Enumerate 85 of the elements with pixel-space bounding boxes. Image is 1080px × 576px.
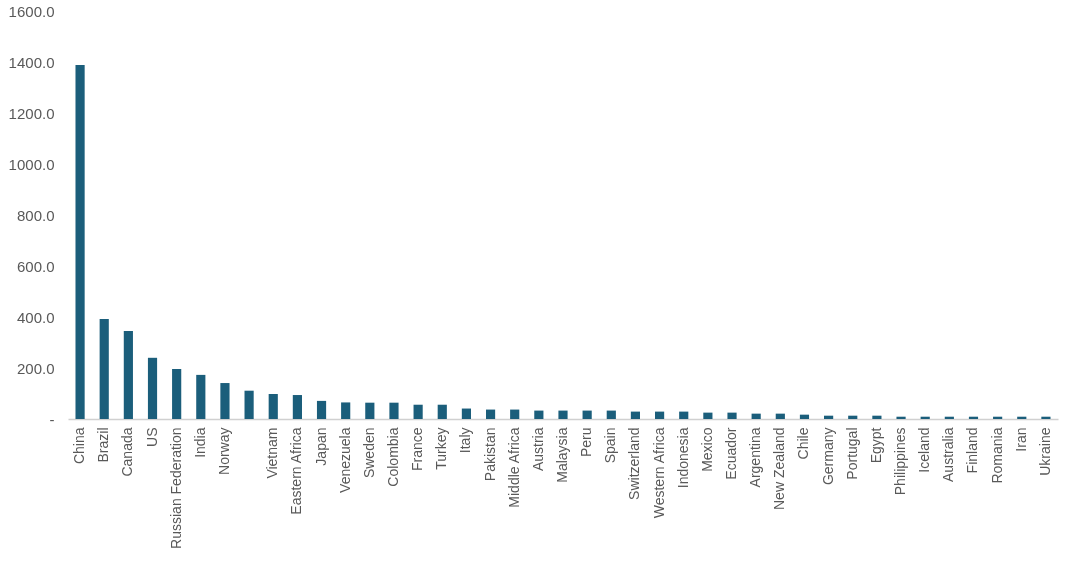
bar	[534, 410, 544, 419]
y-tick-label: 200.0	[16, 359, 55, 377]
bar	[220, 383, 230, 419]
bar	[461, 408, 471, 419]
x-tick-label: Argentina	[747, 427, 764, 488]
bar	[268, 394, 278, 419]
x-tick-label: Malaysia	[554, 427, 570, 483]
x-tick-label: Pakistan	[481, 427, 498, 482]
bar	[316, 400, 327, 419]
bar	[775, 413, 785, 419]
bar	[123, 331, 133, 419]
bar	[437, 404, 447, 419]
bar	[896, 416, 906, 419]
bar	[679, 411, 689, 419]
x-tick-label: Indonesia	[674, 427, 691, 489]
y-tick-label: 600.0	[16, 257, 55, 275]
y-tick-label: 1000.0	[8, 155, 55, 173]
bar	[655, 411, 665, 419]
y-tick-label: 800.0	[16, 206, 55, 224]
x-tick-label: Russian Federation	[167, 427, 184, 549]
x-tick-label: Sweden	[360, 427, 377, 479]
y-tick-label: 400.0	[16, 308, 55, 326]
bar	[341, 402, 351, 419]
bar	[244, 390, 254, 419]
bar	[147, 357, 158, 419]
x-tick-label: Vietnam	[264, 427, 281, 479]
bar	[75, 65, 85, 419]
bar	[727, 412, 737, 419]
x-tick-label: Romania	[988, 427, 1005, 484]
bar	[1041, 416, 1051, 419]
x-tick-label: Portugal	[843, 427, 860, 480]
y-tick-label: 1200.0	[8, 104, 55, 122]
x-tick-label: Venezuela	[336, 427, 353, 493]
bar	[606, 410, 616, 419]
bar	[196, 374, 206, 419]
x-tick-label: New Zealand	[771, 427, 788, 510]
bar	[703, 412, 713, 419]
x-tick-label: Iceland	[916, 427, 933, 473]
bar	[413, 404, 423, 419]
x-tick-label: Iran	[1012, 427, 1029, 452]
x-tick-label: Australia	[940, 427, 957, 482]
x-tick-label: Canada	[119, 427, 136, 477]
x-tick-label: India	[191, 427, 208, 458]
bar	[485, 409, 496, 419]
x-tick-label: Germany	[819, 427, 836, 486]
x-tick-label: Middle Africa	[505, 427, 522, 508]
x-tick-label: US	[143, 427, 160, 447]
bar	[824, 415, 834, 419]
x-tick-label: Philippines	[892, 427, 909, 496]
x-tick-label: Peru	[578, 427, 595, 458]
bar	[630, 411, 641, 419]
x-tick-label: France	[409, 427, 426, 472]
x-tick-label: Spain	[602, 427, 619, 464]
bar	[172, 369, 182, 419]
x-tick-label: Brazil	[95, 427, 112, 463]
x-tick-label: Colombia	[384, 427, 401, 487]
y-tick-label: 1400.0	[8, 53, 55, 71]
bar	[99, 319, 109, 419]
x-tick-label: Austria	[529, 427, 546, 472]
bar	[751, 413, 761, 419]
bar	[872, 415, 882, 419]
y-tick-label: 1600.0	[8, 2, 55, 20]
bar	[799, 414, 810, 419]
x-tick-label: Finland	[964, 427, 981, 474]
x-tick-label: Ukraine	[1036, 427, 1053, 476]
y-tick-label: -	[49, 410, 55, 428]
x-tick-label: Chile	[795, 427, 812, 460]
bar	[510, 409, 520, 419]
x-tick-label: Turkey	[433, 427, 450, 470]
x-tick-label: Japan	[312, 427, 329, 466]
x-tick-label: Mexico	[698, 427, 715, 472]
x-tick-label: Italy	[457, 427, 474, 454]
x-tick-label: Western Africa	[650, 427, 667, 519]
bar	[292, 395, 302, 419]
x-tick-label: Switzerland	[626, 427, 643, 500]
bar	[558, 410, 568, 419]
x-tick-label: Eastern Africa	[288, 427, 305, 515]
x-tick-label: Norway	[215, 427, 232, 475]
x-tick-label: Ecuador	[723, 427, 740, 480]
bar	[848, 415, 858, 419]
x-tick-label: China	[71, 427, 88, 465]
bar	[365, 402, 375, 419]
bar	[389, 402, 399, 419]
bar	[582, 410, 592, 419]
x-tick-label: Egypt	[867, 427, 884, 464]
